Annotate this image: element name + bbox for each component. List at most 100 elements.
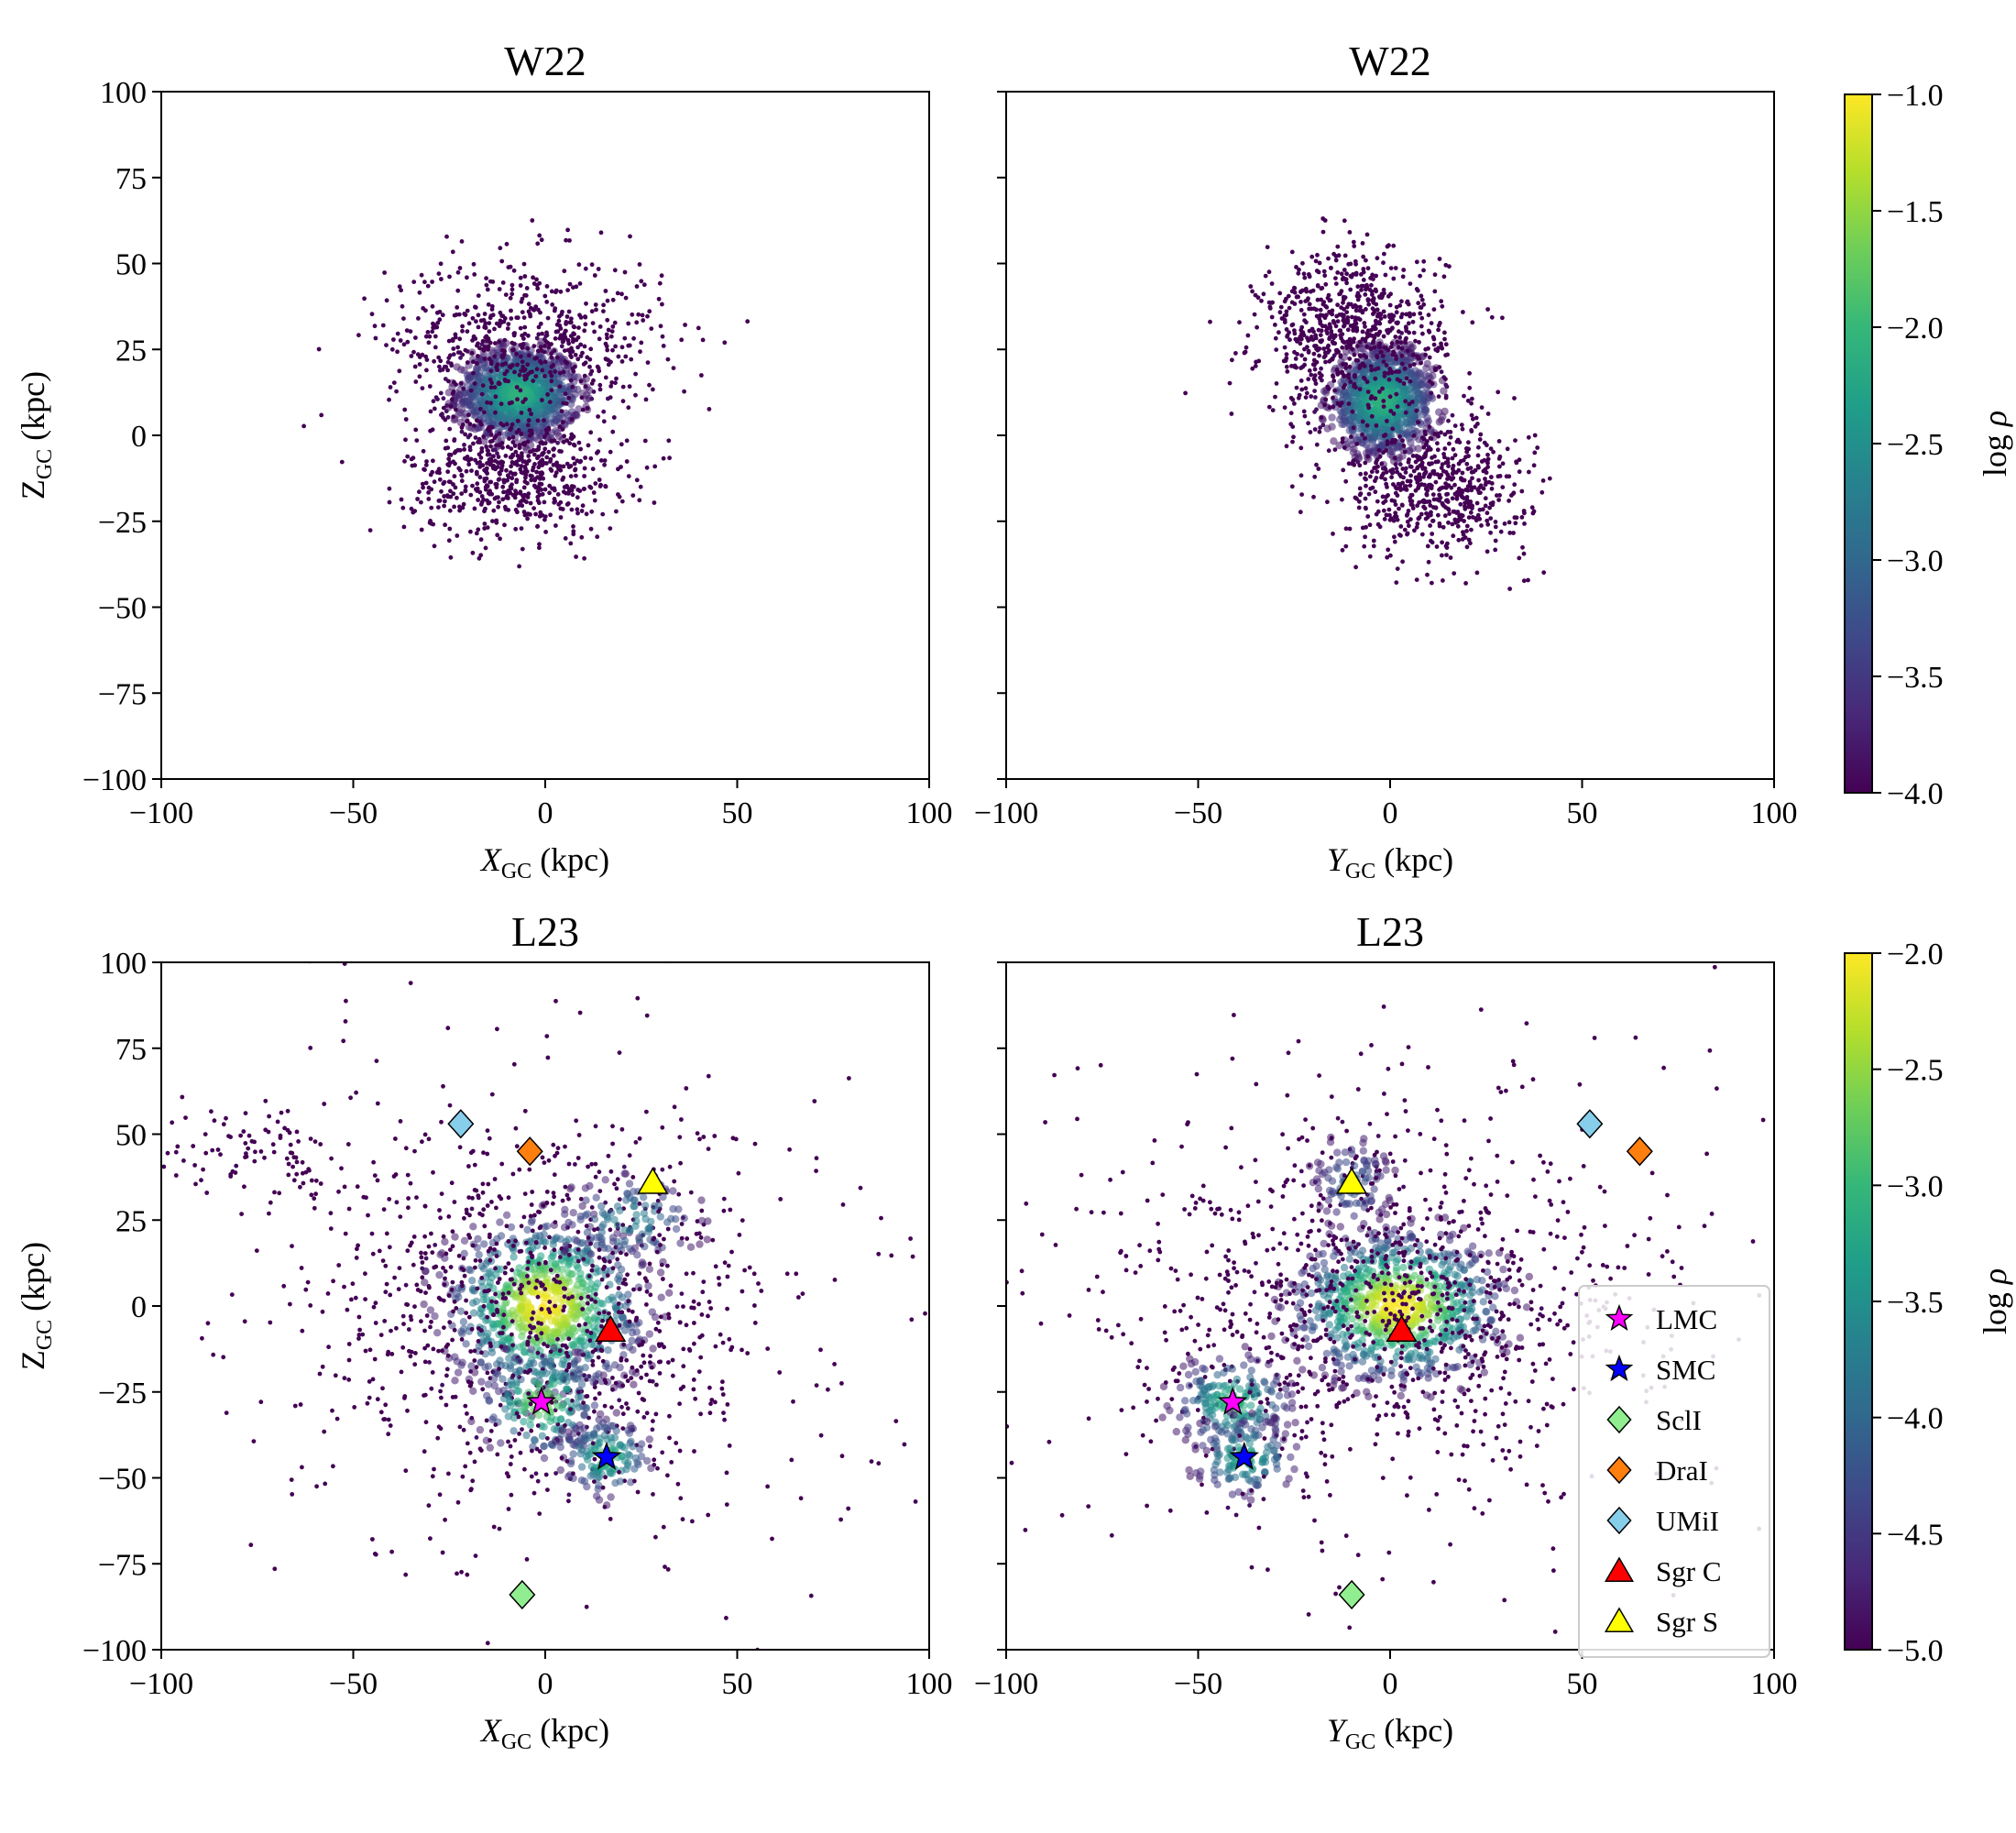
y-tick-label: 75: [115, 162, 147, 196]
x-tick-label: 0: [1383, 796, 1398, 830]
colorbar-tick-label: −2.5: [1887, 1054, 1944, 1088]
panels: −100 −50 0 50 100 100 75 50 25 0 −25 −50 −75 −100 W22 X…: [15, 38, 1798, 1754]
marker-sgr-c: [595, 1314, 627, 1342]
colorbar-gradient: [1844, 93, 1873, 794]
y-axis-label: ZGC (kpc): [15, 371, 57, 499]
legend-label: DraI: [1656, 1454, 1708, 1487]
y-tick-label: 100: [100, 947, 147, 981]
marker-drai: [516, 1136, 543, 1167]
y-tick-label: −50: [98, 592, 147, 626]
y-tick-label: 0: [131, 1290, 147, 1324]
colorbar-bottom: −2.0 −2.5 −3.0 −3.5 −4.0 −4.5 −5.0 log ρ: [1844, 938, 2013, 1668]
y-tick-label: 0: [131, 420, 147, 454]
marker-scli: [509, 1579, 536, 1610]
density-cloud: [1183, 216, 1552, 591]
colorbar-tick-label: −4.5: [1887, 1518, 1944, 1552]
panel-top-right: −100 −50 0 50 100 W22 YGC (kpc): [974, 38, 1798, 884]
legend-label: UMiI: [1656, 1505, 1719, 1537]
legend-marker: [1605, 1303, 1634, 1332]
colorbar-tick-label: −3.0: [1887, 544, 1944, 578]
x-tick-label: 0: [538, 796, 553, 830]
y-tick-label: −100: [82, 763, 147, 797]
y-tick-label: −100: [82, 1634, 147, 1668]
marker-umii: [1576, 1109, 1604, 1139]
density-cloud: [301, 218, 751, 569]
y-tick-label: 50: [115, 1119, 147, 1153]
panel-title: L23: [1356, 908, 1424, 955]
colorbar-top: −1.0 −1.5 −2.0 −2.5 −3.0 −3.5 −4.0 log ρ: [1844, 79, 2013, 811]
colorbar-tick-label: −2.5: [1887, 428, 1944, 462]
y-tick-label: −25: [98, 506, 147, 540]
y-tick-label: 25: [115, 334, 147, 368]
colorbar-tick-label: −1.0: [1887, 79, 1944, 113]
legend-marker: [1604, 1607, 1635, 1632]
legend: LMC SMC SclI DraI UMiI Sgr C Sgr S: [1578, 1285, 1770, 1658]
y-tick-label: −50: [98, 1463, 147, 1497]
x-axis-label: YGC (kpc): [1327, 1712, 1453, 1754]
y-tick-label: −75: [98, 677, 147, 711]
x-tick-label: 100: [1751, 796, 1798, 830]
y-tick-label: 75: [115, 1033, 147, 1067]
x-axis-label: XGC (kpc): [479, 841, 609, 884]
x-tick-label: −50: [1174, 796, 1222, 830]
x-axis-label: YGC (kpc): [1327, 841, 1453, 884]
y-axis-label: ZGC (kpc): [15, 1242, 57, 1370]
y-tick-label: 25: [115, 1204, 147, 1238]
panel-title: W22: [1349, 38, 1430, 84]
colorbar-tick-label: −1.5: [1887, 195, 1944, 229]
y-tick-label: 100: [100, 76, 147, 110]
colorbar-tick-label: −2.0: [1887, 938, 1944, 971]
colorbar-tick-label: −3.0: [1887, 1169, 1944, 1203]
x-tick-label: 100: [1751, 1667, 1798, 1701]
marker-lmc: [1217, 1386, 1248, 1415]
x-tick-label: 50: [722, 1667, 753, 1701]
x-tick-label: −50: [329, 1667, 378, 1701]
x-tick-label: −100: [129, 796, 193, 830]
x-tick-label: 50: [1567, 796, 1598, 830]
y-tick-label: −25: [98, 1377, 147, 1410]
x-tick-label: −50: [1174, 1667, 1222, 1701]
marker-smc: [591, 1441, 622, 1470]
panel-title: L23: [511, 908, 579, 955]
legend-marker: [1606, 1405, 1632, 1434]
legend-marker: [1604, 1556, 1635, 1582]
colorbar-label: log ρ: [1977, 411, 2013, 477]
marker-sgr-c: [1386, 1314, 1418, 1342]
x-tick-label: −50: [329, 796, 378, 830]
x-tick-label: 0: [1383, 1667, 1398, 1701]
y-tick-label: 50: [115, 248, 147, 282]
x-tick-label: 100: [906, 796, 953, 830]
panel-bottom-right: −100 −50 0 50 100 L23 YGC (kpc) LMC SMC SclI DraI U…: [974, 908, 1798, 1754]
colorbar-tick-label: −4.0: [1887, 777, 1944, 811]
x-axis-label: XGC (kpc): [479, 1712, 609, 1754]
marker-umii: [447, 1109, 475, 1139]
legend-label: SclI: [1656, 1404, 1702, 1436]
x-tick-label: −100: [974, 1667, 1038, 1701]
y-tick-label: −75: [98, 1548, 147, 1582]
legend-marker: [1606, 1506, 1632, 1535]
colorbar-tick-label: −3.5: [1887, 661, 1944, 695]
legend-label: Sgr S: [1656, 1606, 1718, 1638]
colorbar-tick-label: −4.0: [1887, 1402, 1944, 1436]
panel-top-left: −100 −50 0 50 100 100 75 50 25 0 −25 −50 −75 −100 W22 X…: [15, 38, 953, 884]
marker-lmc: [526, 1386, 557, 1415]
density-cloud: [161, 962, 927, 1650]
legend-label: Sgr C: [1656, 1555, 1722, 1587]
colorbar-label: log ρ: [1977, 1268, 2013, 1334]
marker-sgr-s: [637, 1167, 669, 1194]
panel-title: W22: [504, 38, 586, 84]
marker-smc: [1229, 1441, 1260, 1470]
marker-scli: [1338, 1579, 1365, 1610]
x-tick-label: 100: [906, 1667, 953, 1701]
x-tick-label: 50: [1567, 1667, 1598, 1701]
x-tick-label: −100: [129, 1667, 193, 1701]
x-tick-label: −100: [974, 796, 1038, 830]
marker-drai: [1626, 1136, 1653, 1167]
x-tick-label: 0: [538, 1667, 553, 1701]
colorbar-gradient: [1844, 952, 1873, 1651]
legend-label: SMC: [1656, 1354, 1715, 1386]
legend-marker: [1606, 1455, 1632, 1485]
colorbar-tick-label: −3.5: [1887, 1286, 1944, 1320]
